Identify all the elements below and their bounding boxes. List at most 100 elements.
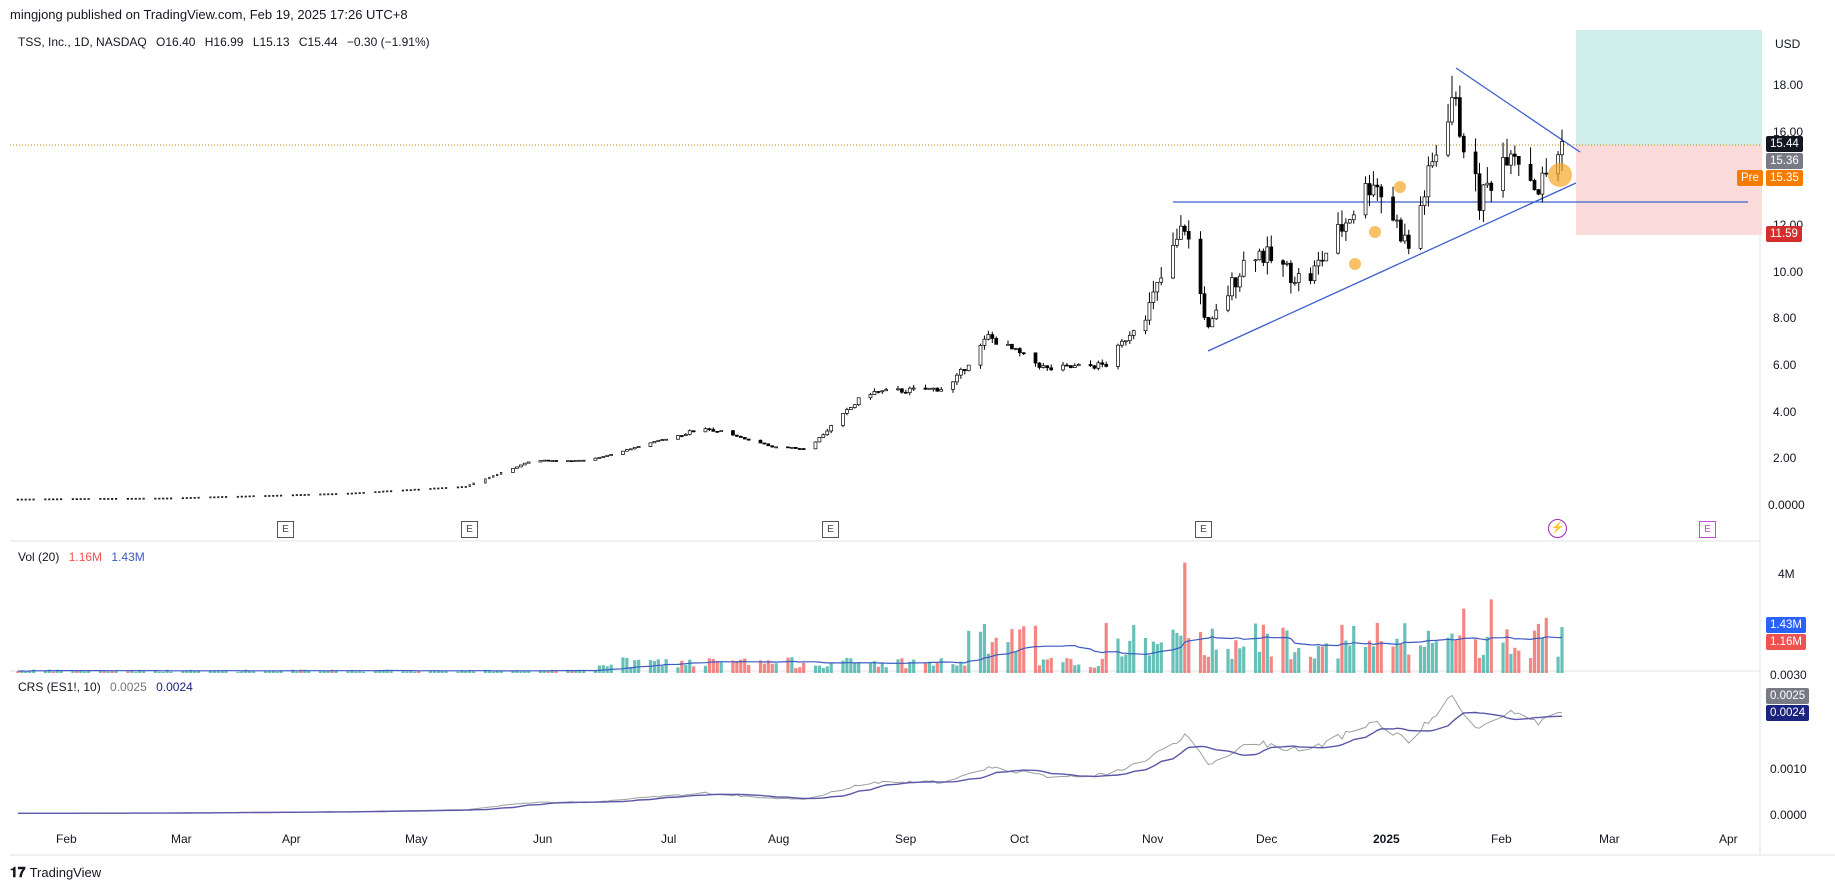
candle-body <box>166 497 169 500</box>
volume-bar <box>499 671 503 673</box>
time-axis-label: Oct <box>1010 832 1029 846</box>
volume-bar <box>291 669 295 673</box>
candle-body <box>409 489 412 492</box>
candle-body <box>593 457 598 461</box>
volume-bar <box>444 671 448 673</box>
candle-body <box>1234 277 1238 288</box>
volume-bar <box>794 668 798 673</box>
candle-body <box>130 497 133 500</box>
volume-bar <box>153 670 157 673</box>
earnings-marker[interactable]: E <box>277 521 294 538</box>
volume-bar <box>951 664 955 673</box>
stop-zone[interactable] <box>1576 145 1762 235</box>
candle-body <box>1017 348 1022 354</box>
candle-body <box>1072 365 1077 368</box>
volume-bar <box>303 669 307 673</box>
volume-bar <box>161 671 165 673</box>
volume-bar <box>1422 646 1427 673</box>
volume-bar <box>735 661 739 673</box>
target-zone[interactable] <box>1576 30 1762 145</box>
candle-body <box>1513 153 1517 157</box>
volume-bar <box>758 660 763 673</box>
time-axis-label: Nov <box>1142 832 1163 846</box>
volume-legend[interactable]: Vol (20) 1.16M 1.43M <box>18 550 151 564</box>
dividend-lightning-icon[interactable]: ⚡ <box>1548 519 1567 538</box>
volume-bar <box>652 661 656 673</box>
candle-body <box>770 445 775 448</box>
candle-body <box>884 389 889 392</box>
earnings-marker[interactable]: E <box>1699 521 1716 538</box>
candle-body <box>978 344 983 366</box>
candle-body <box>1120 340 1124 346</box>
volume-bar <box>322 670 326 673</box>
crs-axis-tick: 0.0010 <box>1770 762 1807 776</box>
candle-body <box>821 434 826 438</box>
volume-bar <box>1049 657 1053 673</box>
volume-bar <box>130 670 134 673</box>
rising-trendline[interactable] <box>1207 182 1577 352</box>
candle-body <box>573 459 578 462</box>
candle-body <box>1127 334 1132 342</box>
earnings-marker[interactable]: E <box>461 521 478 538</box>
volume-bar <box>853 662 857 673</box>
candle-body <box>1210 318 1215 328</box>
volume-bar <box>263 671 267 673</box>
volume-bar <box>1544 617 1548 673</box>
highlight-marker <box>1369 226 1381 238</box>
volume-bar <box>1477 657 1482 673</box>
volume-bar <box>990 642 994 673</box>
volume-bar <box>923 663 928 673</box>
candle-body <box>1006 343 1010 346</box>
candle-body <box>900 388 904 393</box>
candle-body <box>303 494 306 496</box>
volume-bar <box>79 670 83 673</box>
falling-trendline[interactable] <box>1455 67 1581 153</box>
candle-body <box>825 430 830 436</box>
volume-tag: 1.16M <box>1766 634 1806 650</box>
candle-body <box>413 488 416 491</box>
volume-bar <box>1116 638 1120 673</box>
volume-bar <box>1179 635 1183 673</box>
volume-bar <box>1532 630 1537 673</box>
symbol-legend[interactable]: TSS, Inc., 1D, NASDAQ O16.40 H16.99 L15.… <box>18 35 436 49</box>
earnings-marker[interactable]: E <box>1195 521 1212 538</box>
volume-bar <box>1069 658 1073 673</box>
earnings-marker[interactable]: E <box>822 521 839 538</box>
volume-bar <box>1379 641 1383 673</box>
candle-body <box>1446 121 1450 156</box>
candle-body <box>522 462 527 466</box>
candle-body <box>636 446 641 448</box>
tradingview-brand[interactable]: 𝟏𝟕 TradingView <box>10 864 101 881</box>
crs-ma-line <box>17 711 1562 814</box>
volume-bar <box>896 659 900 673</box>
candle-body <box>158 497 161 500</box>
volume-bar <box>857 662 861 673</box>
stop-price-tag: 11.59 <box>1766 226 1802 242</box>
candle-body <box>813 441 818 450</box>
volume-bar <box>527 670 531 673</box>
candle-body <box>28 498 31 501</box>
candle-body <box>994 338 999 345</box>
candle-body <box>1206 317 1211 328</box>
volume-bar <box>1041 659 1045 673</box>
time-axis-label: Mar <box>1599 832 1620 846</box>
time-axis-label: May <box>405 832 428 846</box>
candle-body <box>71 498 74 501</box>
candle-body <box>221 496 224 498</box>
volume-bar <box>829 662 833 673</box>
volume-bar <box>1230 658 1234 673</box>
crs-legend[interactable]: CRS (ES1!, 10) 0.0025 0.0024 <box>18 680 199 694</box>
candle-body <box>327 493 330 496</box>
candle-body <box>766 443 771 447</box>
candle-body <box>742 437 747 440</box>
candle-body <box>1065 364 1069 367</box>
candle-body <box>1544 172 1549 175</box>
symbol-name: TSS, Inc., 1D, NASDAQ <box>18 35 147 49</box>
volume-bar <box>1434 641 1438 673</box>
candle-body <box>923 387 928 390</box>
candle-body <box>1391 196 1395 221</box>
candle-body <box>1265 246 1270 263</box>
volume-bar <box>487 670 491 673</box>
candle-body <box>1076 364 1081 367</box>
